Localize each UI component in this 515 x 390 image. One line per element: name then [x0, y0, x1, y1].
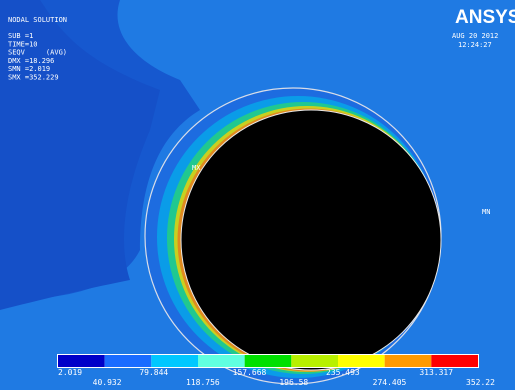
info-line: SMN =2.019 [8, 65, 50, 73]
legend-swatch [151, 355, 198, 367]
body: NODAL SOLUTION ANSYS AUG 20 2012 12:24:2… [0, 0, 515, 390]
info-line: TIME=10 [8, 40, 38, 48]
legend-swatch [198, 355, 245, 367]
info-line: SMX =352.229 [8, 74, 59, 82]
page: {"info": {"title": "NODAL SOLUTION", "li… [0, 0, 515, 390]
legend-swatch [431, 355, 478, 367]
legend-label: 235.493 [326, 368, 360, 377]
info-title: NODAL SOLUTION [8, 16, 67, 24]
legend-label: 40.932 [93, 378, 122, 387]
date: AUG 20 2012 [452, 32, 498, 40]
max-marker: MX [192, 164, 201, 172]
legend-label: 274.405 [373, 378, 407, 387]
legend-swatch [105, 355, 152, 367]
legend-swatch [245, 355, 292, 367]
info-line: DMX =18.296 [8, 57, 54, 65]
legend-swatch [291, 355, 338, 367]
legend-label: 352.22 [466, 378, 495, 387]
ansys-view: NODAL SOLUTION ANSYS AUG 20 2012 12:24:2… [0, 0, 515, 390]
legend-label: 157.668 [233, 368, 267, 377]
hole [181, 110, 441, 370]
min-marker: MN [482, 208, 490, 216]
legend-label: 196.58 [279, 378, 308, 387]
legend-label: 79.844 [139, 368, 168, 377]
info-line: SUB =1 [8, 32, 33, 40]
info-line: SEQV (AVG) [8, 49, 67, 57]
legend-label: 118.756 [186, 378, 220, 387]
legend-swatch [385, 355, 432, 367]
legend-swatch [58, 355, 105, 367]
legend-swatch [338, 355, 385, 367]
time: 12:24:27 [458, 41, 492, 49]
legend-label: 313.317 [419, 368, 453, 377]
legend-label: 2.019 [58, 368, 82, 377]
logo: ANSYS [455, 7, 515, 28]
